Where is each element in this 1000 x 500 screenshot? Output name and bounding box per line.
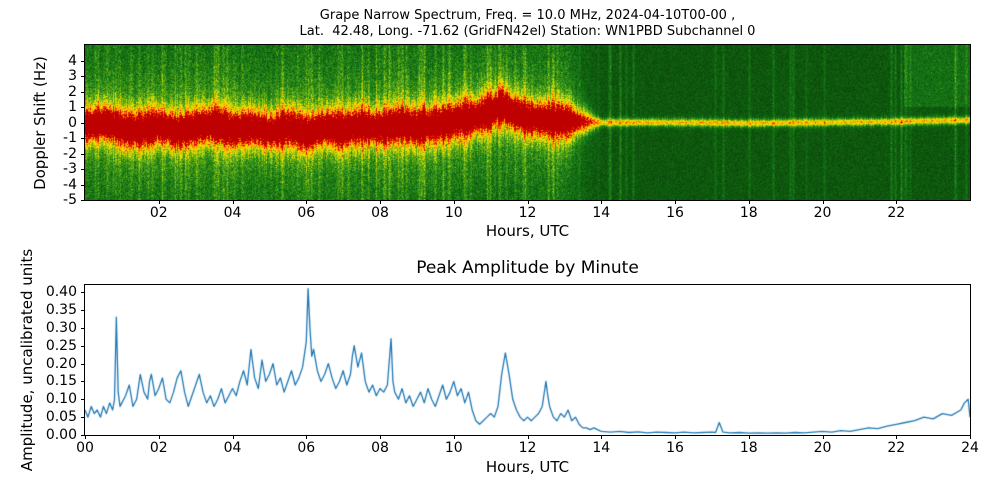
spectrogram-y-tick	[81, 122, 85, 124]
spectrogram-x-tick	[601, 200, 603, 204]
amplitude-x-tick-label: 18	[739, 440, 758, 456]
amplitude-x-tick-label: 02	[149, 440, 168, 456]
amplitude-y-tick-label: 0.05	[45, 409, 77, 426]
spectrogram-y-tick-label: -1	[63, 130, 77, 146]
spectrogram-x-tick	[822, 200, 824, 204]
amplitude-y-tick	[81, 292, 85, 294]
amplitude-y-tick-label: 0.20	[45, 355, 77, 372]
spectrogram-x-tick	[306, 200, 308, 204]
spectrogram-y-tick	[81, 91, 85, 93]
amplitude-x-tick	[896, 435, 898, 439]
amplitude-x-tick-label: 20	[813, 440, 832, 456]
spectrogram-x-tick	[380, 200, 381, 204]
spectrogram-x-tick	[158, 200, 160, 204]
amplitude-y-tick-label: 0.15	[45, 373, 77, 390]
spectrogram-y-tick	[81, 138, 85, 139]
amplitude-x-tick	[380, 435, 381, 439]
amplitude-y-tick-label: 0.40	[45, 284, 77, 301]
spectrogram-x-tick-label: 22	[887, 205, 906, 221]
amplitude-x-tick-label: 16	[666, 440, 684, 456]
spectrogram-y-tick	[81, 200, 85, 201]
spectrogram-x-tick	[527, 200, 529, 204]
spectrogram-y-tick-label: 3	[68, 68, 77, 84]
amplitude-y-tick-label: 0.10	[45, 391, 77, 408]
amplitude-y-tick	[81, 327, 85, 329]
amplitude-y-tick-label: 0.30	[45, 319, 77, 336]
spectrogram-x-tick-label: 16	[666, 205, 684, 221]
spectrogram-x-tick	[232, 200, 234, 204]
amplitude-x-tick-label: 08	[371, 440, 389, 456]
spectrogram-x-tick	[748, 200, 750, 204]
spectrogram-x-tick	[453, 200, 455, 204]
amplitude-x-tick	[306, 435, 308, 439]
spectrogram-plot	[84, 44, 971, 201]
amplitude-x-tick	[232, 435, 234, 439]
spectrogram-x-tick-label: 12	[518, 205, 537, 221]
amplitude-y-tick	[81, 363, 85, 365]
amplitude-x-axis-label: Hours, UTC	[485, 458, 570, 476]
amplitude-y-tick	[81, 399, 85, 401]
amplitude-x-tick	[970, 435, 971, 439]
amplitude-x-tick-label: 04	[223, 440, 242, 456]
amplitude-y-tick	[81, 310, 85, 311]
amplitude-x-tick-label: 12	[518, 440, 537, 456]
amplitude-x-tick	[675, 435, 676, 439]
spectrogram-x-tick-label: 10	[444, 205, 463, 221]
amplitude-x-tick-label: 14	[592, 440, 611, 456]
amplitude-x-tick	[158, 435, 160, 439]
spectrogram-y-tick-label: -2	[63, 145, 77, 162]
spectrogram-x-tick-label: 08	[371, 205, 389, 221]
spectrogram-y-tick-label: 0	[68, 114, 77, 131]
amplitude-y-tick	[81, 435, 85, 436]
spectrogram-x-tick-label: 06	[297, 205, 316, 221]
amplitude-y-tick-label: 0.25	[45, 337, 77, 354]
spectrogram-y-tick-label: -4	[63, 176, 77, 193]
amplitude-x-tick-label: 00	[76, 440, 94, 456]
spectrogram-title-line2: Lat. 42.48, Long. -71.62 (GridFN42el) St…	[299, 24, 756, 39]
spectrogram-x-tick-label: 02	[149, 205, 168, 221]
spectrogram-x-tick-label: 20	[813, 205, 832, 221]
spectrogram-y-tick	[81, 184, 85, 186]
spectrogram-y-tick-label: -5	[63, 192, 77, 208]
amplitude-y-tick-label: 0.35	[45, 302, 77, 318]
amplitude-x-tick-label: 06	[297, 440, 316, 456]
amplitude-plot	[84, 284, 971, 436]
spectrogram-x-tick-label: 18	[739, 205, 758, 221]
spectrogram-y-tick	[81, 169, 85, 170]
amplitude-x-tick	[453, 435, 455, 439]
amplitude-title: Peak Amplitude by Minute	[416, 258, 639, 278]
amplitude-x-tick	[527, 435, 529, 439]
amplitude-x-tick	[85, 435, 86, 439]
amplitude-x-tick-label: 24	[961, 440, 979, 456]
spectrogram-y-tick-label: 4	[68, 52, 77, 69]
spectrogram-y-tick	[81, 60, 85, 62]
spectrogram-y-tick-label: 2	[68, 83, 77, 100]
spectrogram-x-tick-label: 14	[592, 205, 611, 221]
amplitude-x-tick-label: 22	[887, 440, 906, 456]
amplitude-y-axis-label: Amplitude, uncalibrated units	[18, 248, 36, 472]
amplitude-x-tick-label: 10	[444, 440, 463, 456]
amplitude-y-tick-label: 0.00	[45, 427, 77, 443]
spectrogram-y-tick	[81, 153, 85, 155]
amplitude-x-tick	[748, 435, 750, 439]
amplitude-y-tick	[81, 381, 85, 383]
amplitude-x-tick	[822, 435, 824, 439]
spectrogram-y-tick	[81, 107, 85, 108]
spectrogram-x-tick	[675, 200, 676, 204]
amplitude-y-tick	[81, 345, 85, 347]
spectrogram-title-line1: Grape Narrow Spectrum, Freq. = 10.0 MHz,…	[319, 8, 736, 23]
spectrogram-y-tick-label: 1	[68, 99, 77, 115]
spectrogram-y-tick	[81, 76, 85, 77]
spectrogram-x-axis-label: Hours, UTC	[485, 222, 570, 240]
amplitude-y-tick	[81, 417, 85, 419]
spectrogram-x-tick	[896, 200, 898, 204]
spectrogram-x-tick-label: 04	[223, 205, 242, 221]
amplitude-x-tick	[601, 435, 603, 439]
spectrogram-y-tick-label: -3	[63, 161, 77, 177]
